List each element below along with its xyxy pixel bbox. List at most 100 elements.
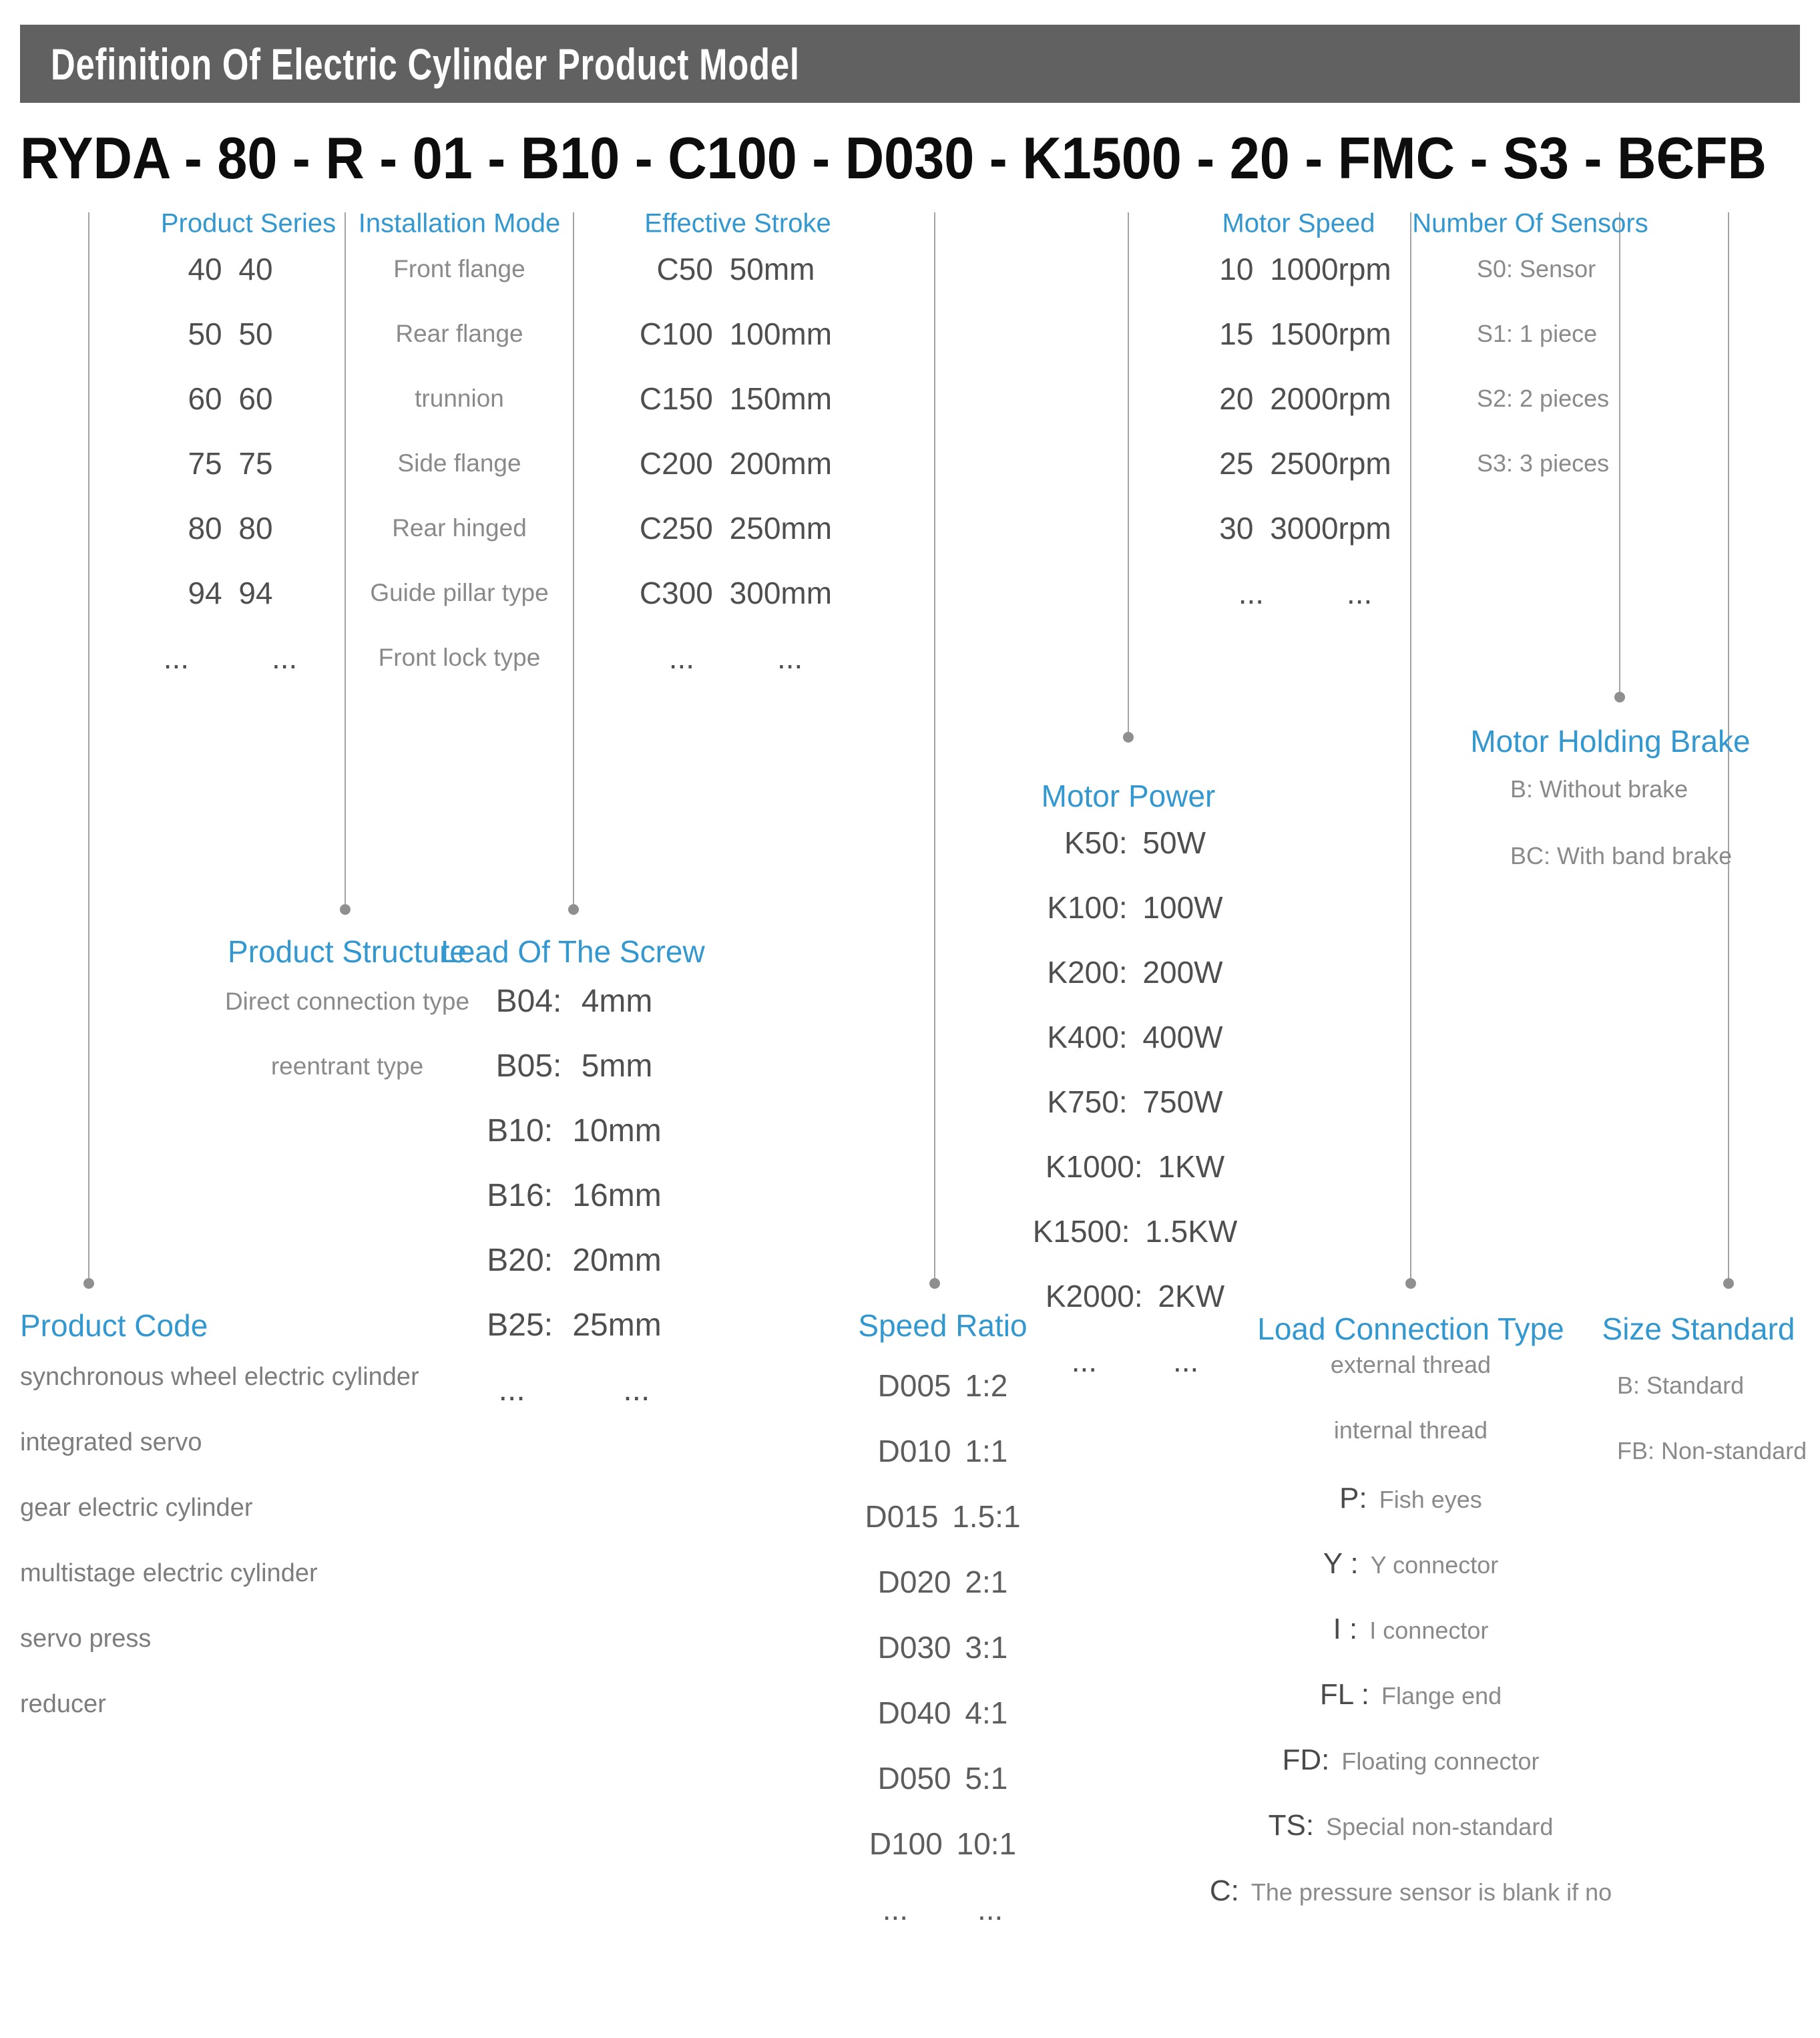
list-item: C150 150mm xyxy=(639,381,833,416)
item-label: I connector xyxy=(1369,1617,1489,1644)
list-item: C200 200mm xyxy=(639,445,833,481)
page-title: Definition Of Electric Cylinder Product … xyxy=(51,39,800,89)
list-item: B: Without brake xyxy=(1510,775,1688,803)
motor-speed-list: 10 1000rpm 15 1500rpm 20 2000rpm 25 2500rpm… xyxy=(1138,236,1472,625)
list-item: D010 1:1 xyxy=(877,1434,1008,1468)
item-label: Fish eyes xyxy=(1379,1486,1482,1513)
list-item: C: The pressure sensor is blank if no xyxy=(1144,1874,1678,1940)
list-item: S3: 3 pieces xyxy=(1477,449,1610,477)
leader-dot-load-connection-type xyxy=(1405,1278,1416,1289)
list-item: Rear flange xyxy=(395,319,523,347)
section-title-installation-mode: Installation Mode xyxy=(358,208,561,238)
list-item: reducer xyxy=(20,1689,106,1718)
list-item: K400: 400W xyxy=(1047,1019,1223,1054)
list-item: 60 60 xyxy=(188,381,273,416)
list-item: D015 1.5:1 xyxy=(865,1499,1021,1534)
product-series-list: 40 40 50 50 60 60 75 75 80 80 94 94 ... ... xyxy=(97,236,364,690)
item-label: external thread xyxy=(1330,1351,1492,1378)
section-title-product-series: Product Series xyxy=(160,208,336,238)
list-item: D030 3:1 xyxy=(877,1630,1008,1665)
leader-line-speed-ratio xyxy=(934,212,935,1278)
list-item: 30 3000rpm xyxy=(1219,510,1391,546)
list-item: K750: 750W xyxy=(1047,1084,1223,1119)
list-item: 25 2500rpm xyxy=(1219,445,1391,481)
leader-dot-speed-ratio xyxy=(929,1278,940,1289)
list-item: K100: 100W xyxy=(1047,889,1223,925)
list-item: I : I connector xyxy=(1144,1613,1678,1678)
list-item: ... ... xyxy=(1071,1343,1199,1378)
leader-line-size-standard xyxy=(1728,212,1729,1278)
motor-holding-brake-list: B: Without brake BC: With band brake xyxy=(1510,756,1817,889)
list-item: ... ... xyxy=(1238,575,1373,610)
leader-dot-product-structure xyxy=(340,904,351,915)
load-connection-type-list: external thread internal thread P: Fish eye… xyxy=(1144,1351,1678,1940)
speed-ratio-list: D005 1:2 D010 1:1 D015 1.5:1 D020 2:1 D030 3… xyxy=(796,1353,1090,1942)
item-code: Y : xyxy=(1323,1547,1359,1580)
list-item: B25: 25mm xyxy=(487,1307,662,1343)
model-code: RYDA - 80 - R - 01 - B10 - C100 - D030 -… xyxy=(20,125,1767,191)
list-item: external thread xyxy=(1144,1351,1678,1416)
item-label: Y connector xyxy=(1370,1551,1499,1579)
list-item: 40 40 xyxy=(188,251,273,286)
list-item: FB: Non-standard xyxy=(1617,1437,1807,1464)
size-standard-list: B: Standard FB: Non-standard xyxy=(1617,1353,1820,1484)
list-item: D020 2:1 xyxy=(877,1565,1008,1599)
leader-dot-lead-of-the-screw xyxy=(568,904,579,915)
product-code-list: synchronous wheel electric cylinder integ… xyxy=(20,1344,554,1737)
list-item: K50: 50W xyxy=(1064,825,1206,860)
list-item: K1000: 1KW xyxy=(1045,1149,1225,1184)
section-title-lead-of-the-screw: Lead Of The Screw xyxy=(441,934,705,969)
effective-stroke-list: C50 50mm C100 100mm C150 150mm C200 200mm C2… xyxy=(576,236,896,690)
list-item: B20: 20mm xyxy=(487,1243,662,1278)
section-title-number-of-sensors: Number Of Sensors xyxy=(1412,208,1648,238)
section-title-motor-power: Motor Power xyxy=(1041,779,1216,813)
list-item: C100 100mm xyxy=(639,316,833,351)
list-item: S0: Sensor xyxy=(1477,254,1596,282)
title-bar: Definition Of Electric Cylinder Product … xyxy=(20,25,1800,103)
list-item: B16: 16mm xyxy=(487,1178,662,1213)
list-item: Rear hinged xyxy=(392,514,527,542)
list-item: ... ... xyxy=(163,640,298,675)
list-item: 75 75 xyxy=(188,445,273,481)
product-structure-list: Direct connection type reentrant type xyxy=(174,969,521,1098)
list-item: 50 50 xyxy=(188,316,273,351)
motor-power-list: K50: 50W K100: 100W K200: 200W K400: 400W K7… xyxy=(948,810,1322,1393)
list-item: C50 50mm xyxy=(656,251,815,286)
list-item: Y : Y connector xyxy=(1144,1547,1678,1613)
list-item: S2: 2 pieces xyxy=(1477,384,1610,412)
list-item: internal thread xyxy=(1144,1416,1678,1482)
section-title-load-connection-type: Load Connection Type xyxy=(1257,1311,1564,1346)
list-item: BC: With band brake xyxy=(1510,842,1733,869)
item-code: TS: xyxy=(1268,1809,1315,1842)
list-item: K2000: 2KW xyxy=(1045,1278,1225,1313)
item-code: FD: xyxy=(1282,1744,1330,1776)
list-item: P: Fish eyes xyxy=(1144,1482,1678,1547)
item-label: The pressure sensor is blank if no xyxy=(1250,1878,1612,1906)
section-title-product-structure: Product Structure xyxy=(228,934,467,969)
lead-of-the-screw-list: B04: 4mm B05: 5mm B10: 10mm B16: 16mm B20: 2… xyxy=(401,969,748,1422)
item-code: C: xyxy=(1209,1874,1239,1907)
list-item: B10: 10mm xyxy=(487,1113,662,1149)
list-item: Direct connection type xyxy=(224,987,470,1015)
leader-line-lead-of-the-screw xyxy=(573,212,574,904)
list-item: servo press xyxy=(20,1624,152,1653)
leader-dot-motor-power xyxy=(1123,732,1134,743)
list-item: ... ... xyxy=(668,640,803,675)
list-item: B: Standard xyxy=(1617,1372,1745,1399)
leader-line-load-connection-type xyxy=(1410,212,1411,1278)
list-item: 15 1500rpm xyxy=(1219,316,1391,351)
list-item: Side flange xyxy=(397,449,521,477)
list-item: K1500: 1.5KW xyxy=(1032,1213,1238,1249)
leader-line-product-structure xyxy=(345,212,346,904)
section-title-motor-speed: Motor Speed xyxy=(1222,208,1375,238)
list-item: D005 1:2 xyxy=(877,1368,1008,1403)
list-item: B05: 5mm xyxy=(495,1048,653,1084)
item-label: Flange end xyxy=(1381,1682,1502,1709)
list-item: Front lock type xyxy=(378,643,541,671)
list-item: FD: Floating connector xyxy=(1144,1744,1678,1809)
item-code: P: xyxy=(1339,1482,1367,1514)
list-item: FL : Flange end xyxy=(1144,1678,1678,1744)
item-code: I : xyxy=(1333,1613,1358,1645)
list-item: reentrant type xyxy=(270,1052,424,1080)
leader-line-product-code xyxy=(88,212,89,1278)
